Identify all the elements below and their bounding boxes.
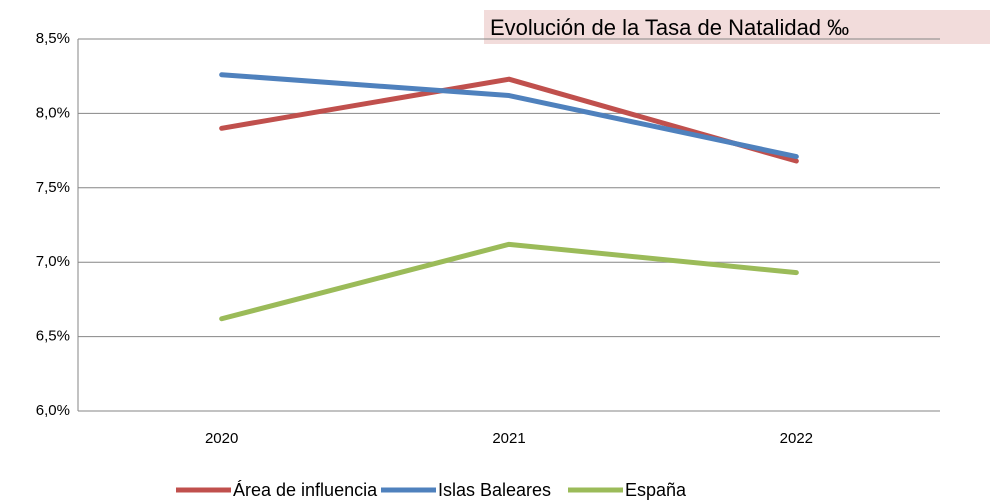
series-line bbox=[219, 241, 799, 322]
x-tick-label: 2022 bbox=[780, 430, 813, 447]
y-tick-label: 6,5% bbox=[36, 328, 70, 345]
series-line bbox=[219, 72, 799, 160]
series-line bbox=[219, 76, 799, 164]
title-box bbox=[484, 10, 990, 44]
legend-label: España bbox=[625, 480, 687, 500]
x-tick-label: 2021 bbox=[492, 430, 525, 447]
legend-label: Islas Baleares bbox=[438, 480, 551, 500]
x-tick-label: 2020 bbox=[205, 430, 238, 447]
y-tick-label: 7,0% bbox=[36, 253, 70, 270]
y-tick-label: 7,5% bbox=[36, 179, 70, 196]
y-tick-label: 6,0% bbox=[36, 402, 70, 419]
y-tick-label: 8,5% bbox=[36, 30, 70, 47]
y-tick-label: 8,0% bbox=[36, 104, 70, 121]
legend-label: Área de influencia bbox=[233, 480, 378, 500]
chart-title: Evolución de la Tasa de Natalidad ‰ bbox=[490, 15, 849, 40]
